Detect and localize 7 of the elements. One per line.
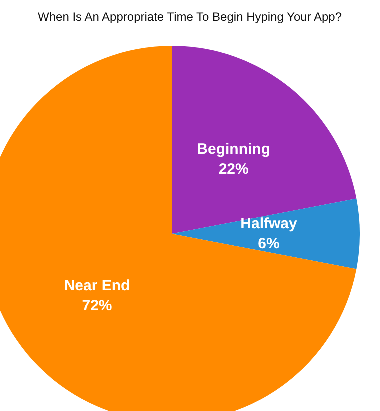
data-label: 72%	[82, 297, 112, 314]
slice-label: Near End	[64, 277, 130, 294]
chart-title: When Is An Appropriate Time To Begin Hyping Your App?	[38, 10, 342, 24]
data-label: 6%	[258, 236, 280, 252]
data-label: 22%	[218, 160, 249, 178]
slice-label: Beginning	[197, 140, 270, 158]
slice-label: Halfway	[240, 216, 298, 232]
